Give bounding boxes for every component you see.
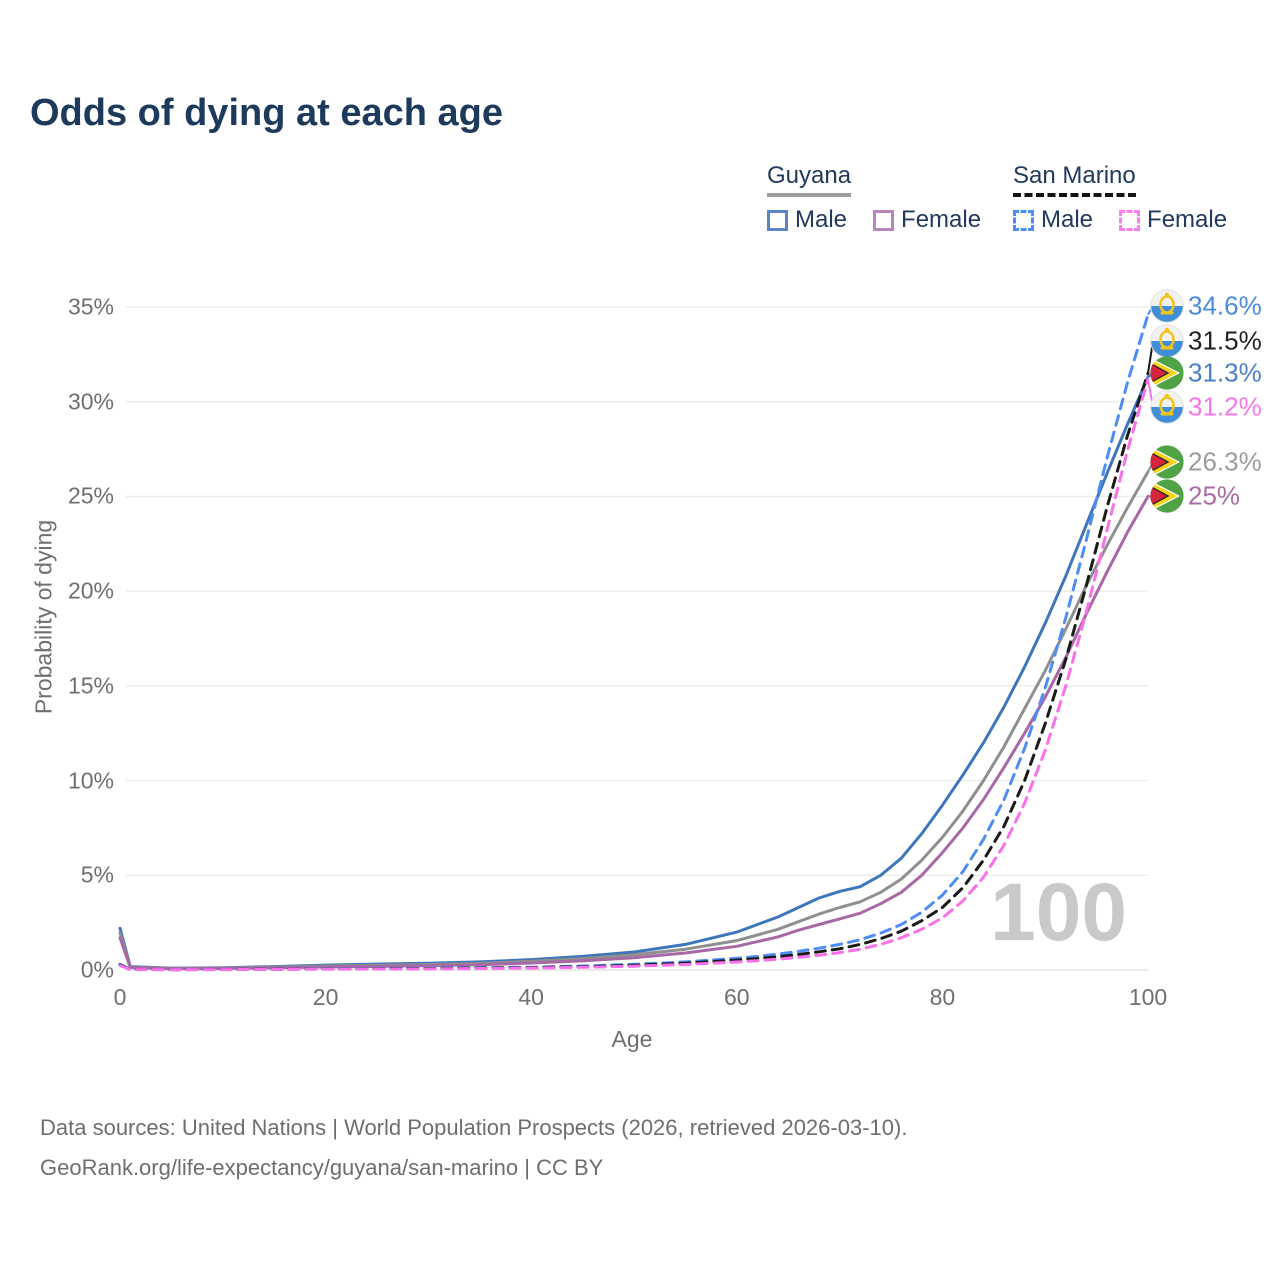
- x-tick-label: 40: [518, 984, 544, 1010]
- y-tick-label: 5%: [80, 861, 114, 888]
- series-end-value: 34.6%: [1188, 290, 1262, 321]
- legend-label: Female: [901, 206, 982, 233]
- x-tick-label: 20: [312, 984, 339, 1010]
- san-marino-flag-icon: [1150, 324, 1184, 358]
- legend-group-san-marino: San Marino Male Female: [1013, 162, 1227, 234]
- series-end-value: 25%: [1188, 480, 1241, 511]
- legend-label: Female: [1147, 206, 1228, 233]
- hover-age-indicator: 100: [990, 867, 1127, 958]
- page-title: Odds of dying at each age: [30, 92, 503, 134]
- series-end-value: 26.3%: [1188, 446, 1262, 477]
- x-tick-label: 60: [724, 984, 750, 1010]
- source-line-2: GeoRank.org/life-expectancy/guyana/san-m…: [40, 1155, 604, 1180]
- y-tick-label: 25%: [67, 482, 114, 509]
- series-end-value: 31.2%: [1188, 391, 1262, 422]
- guyana-flag-icon: [1150, 479, 1184, 513]
- y-tick-label: 0%: [80, 956, 114, 983]
- legend-toggle-san-marino-female[interactable]: Female: [1119, 206, 1227, 234]
- legend-label: Male: [795, 206, 848, 233]
- source-attribution: Data sources: United Nations | World Pop…: [40, 1108, 907, 1188]
- y-tick-label: 30%: [67, 388, 114, 415]
- checkbox-san-marino-male[interactable]: [1013, 209, 1034, 231]
- y-tick-label: 20%: [67, 577, 114, 604]
- series-end-value: 31.5%: [1188, 325, 1262, 356]
- series-end-value: 31.3%: [1188, 357, 1262, 388]
- y-tick-label: 15%: [67, 672, 114, 699]
- y-axis-title: Probability of dying: [30, 519, 57, 715]
- guyana-flag-icon: [1150, 445, 1184, 479]
- legend-toggle-guyana-male[interactable]: Male: [767, 206, 847, 234]
- y-tick-label: 35%: [67, 293, 114, 320]
- legend-toggle-guyana-female[interactable]: Female: [873, 206, 981, 234]
- checkbox-guyana-male[interactable]: [767, 209, 788, 231]
- x-tick-label: 0: [113, 984, 127, 1010]
- legend-country-san-marino: San Marino: [1013, 162, 1136, 197]
- legend-label: Male: [1041, 206, 1094, 233]
- y-tick-label: 10%: [67, 767, 114, 794]
- legend-group-guyana: Guyana Male Female: [767, 162, 981, 234]
- san-marino-flag-icon: [1150, 390, 1184, 424]
- source-line-1: Data sources: United Nations | World Pop…: [40, 1115, 908, 1140]
- x-tick-label: 80: [929, 984, 956, 1010]
- x-axis-title: Age: [611, 1026, 653, 1052]
- series-line-san-marino-female[interactable]: [118, 377, 1150, 972]
- x-tick-label: 100: [1128, 984, 1168, 1010]
- checkbox-guyana-female[interactable]: [873, 209, 895, 231]
- guyana-flag-icon: [1150, 356, 1184, 390]
- legend-country-guyana: Guyana: [767, 162, 852, 197]
- checkbox-san-marino-female[interactable]: [1119, 209, 1141, 231]
- legend-toggle-san-marino-male[interactable]: Male: [1013, 206, 1093, 234]
- san-marino-flag-icon: [1150, 289, 1184, 323]
